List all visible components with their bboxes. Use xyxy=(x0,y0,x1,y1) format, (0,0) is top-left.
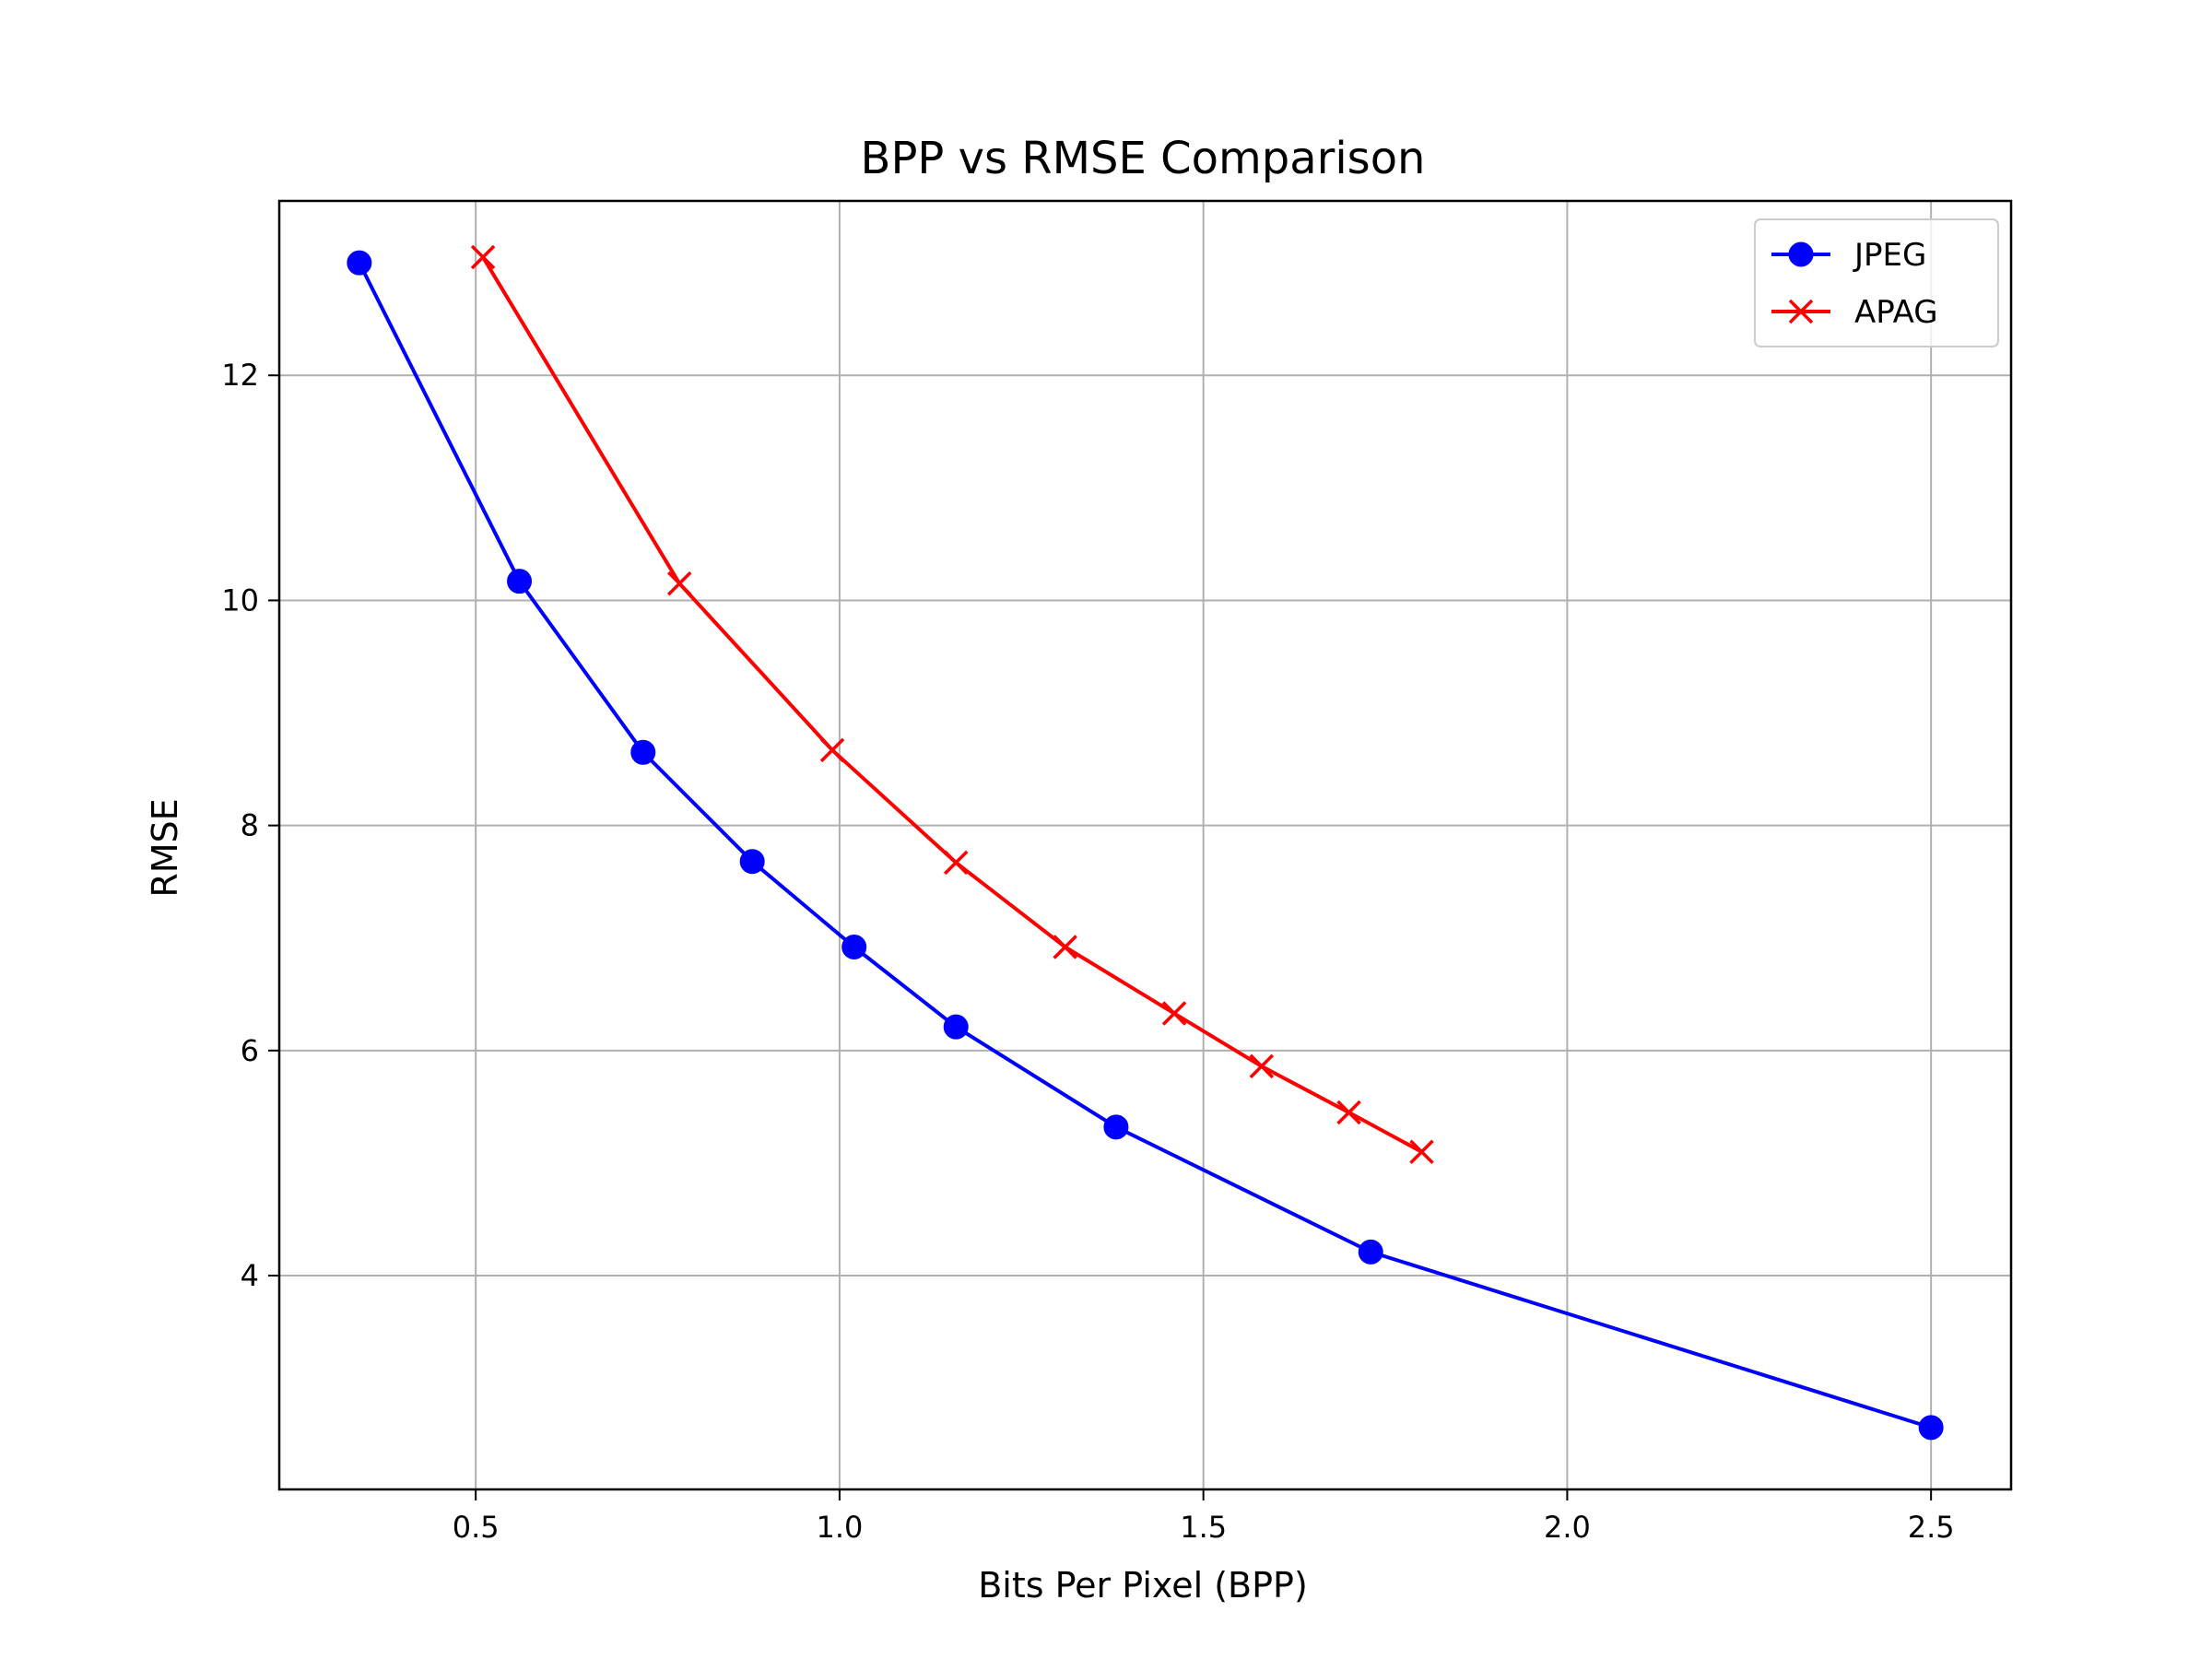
series-apag-point xyxy=(666,571,692,596)
legend-item-apag: APAG xyxy=(1771,294,1938,331)
series-jpeg-point xyxy=(841,934,867,959)
series-layer xyxy=(347,244,1944,1441)
x-tick-label: 0.5 xyxy=(453,1510,500,1545)
series-apag xyxy=(470,244,1434,1164)
legend-label-apag: APAG xyxy=(1854,294,1938,331)
x-tick-label: 2.5 xyxy=(1908,1510,1955,1545)
y-tick-label: 8 xyxy=(241,808,259,843)
series-jpeg-point xyxy=(630,739,656,765)
x-tick-label: 2.0 xyxy=(1544,1510,1591,1545)
series-jpeg xyxy=(347,250,1944,1441)
grid xyxy=(279,201,2011,1489)
series-apag-point xyxy=(470,244,496,270)
series-apag-point xyxy=(1161,1001,1187,1026)
legend-label-jpeg: JPEG xyxy=(1853,237,1926,274)
plot-frame xyxy=(277,199,2013,1491)
series-jpeg-point xyxy=(1103,1114,1129,1140)
series-apag-point xyxy=(1249,1053,1275,1079)
series-apag-point xyxy=(1409,1139,1434,1164)
ticks: 0.5 1.0 1.5 2.0 2.5 4 6 8 10 12 xyxy=(221,358,1954,1545)
series-apag-point xyxy=(1053,935,1077,959)
series-apag-point xyxy=(943,850,969,876)
legend-marker-jpeg xyxy=(1788,241,1814,267)
series-apag-point xyxy=(819,737,845,763)
y-axis-label: RMSE xyxy=(145,798,185,897)
series-jpeg-point xyxy=(507,569,533,594)
x-tick-label: 1.0 xyxy=(816,1510,863,1545)
y-tick-label: 6 xyxy=(241,1033,259,1068)
series-jpeg-point xyxy=(347,250,372,276)
x-axis-label: Bits Per Pixel (BPP) xyxy=(978,1565,1308,1606)
series-jpeg-point xyxy=(943,1014,969,1040)
series-jpeg-point xyxy=(739,849,765,875)
y-tick-label: 12 xyxy=(221,358,259,393)
series-jpeg-point xyxy=(1918,1415,1944,1441)
y-tick-label: 10 xyxy=(221,582,259,618)
series-jpeg-point xyxy=(1358,1239,1383,1265)
legend-item-jpeg: JPEG xyxy=(1771,237,1926,274)
series-apag-point xyxy=(1336,1100,1361,1125)
x-tick-label: 1.5 xyxy=(1180,1510,1227,1545)
chart-title: BPP vs RMSE Comparison xyxy=(861,133,1426,184)
legend-marker-apag xyxy=(1788,299,1814,324)
legend: JPEG APAG xyxy=(1754,218,1999,347)
legend-box xyxy=(1754,218,1999,347)
y-tick-label: 4 xyxy=(241,1258,259,1293)
